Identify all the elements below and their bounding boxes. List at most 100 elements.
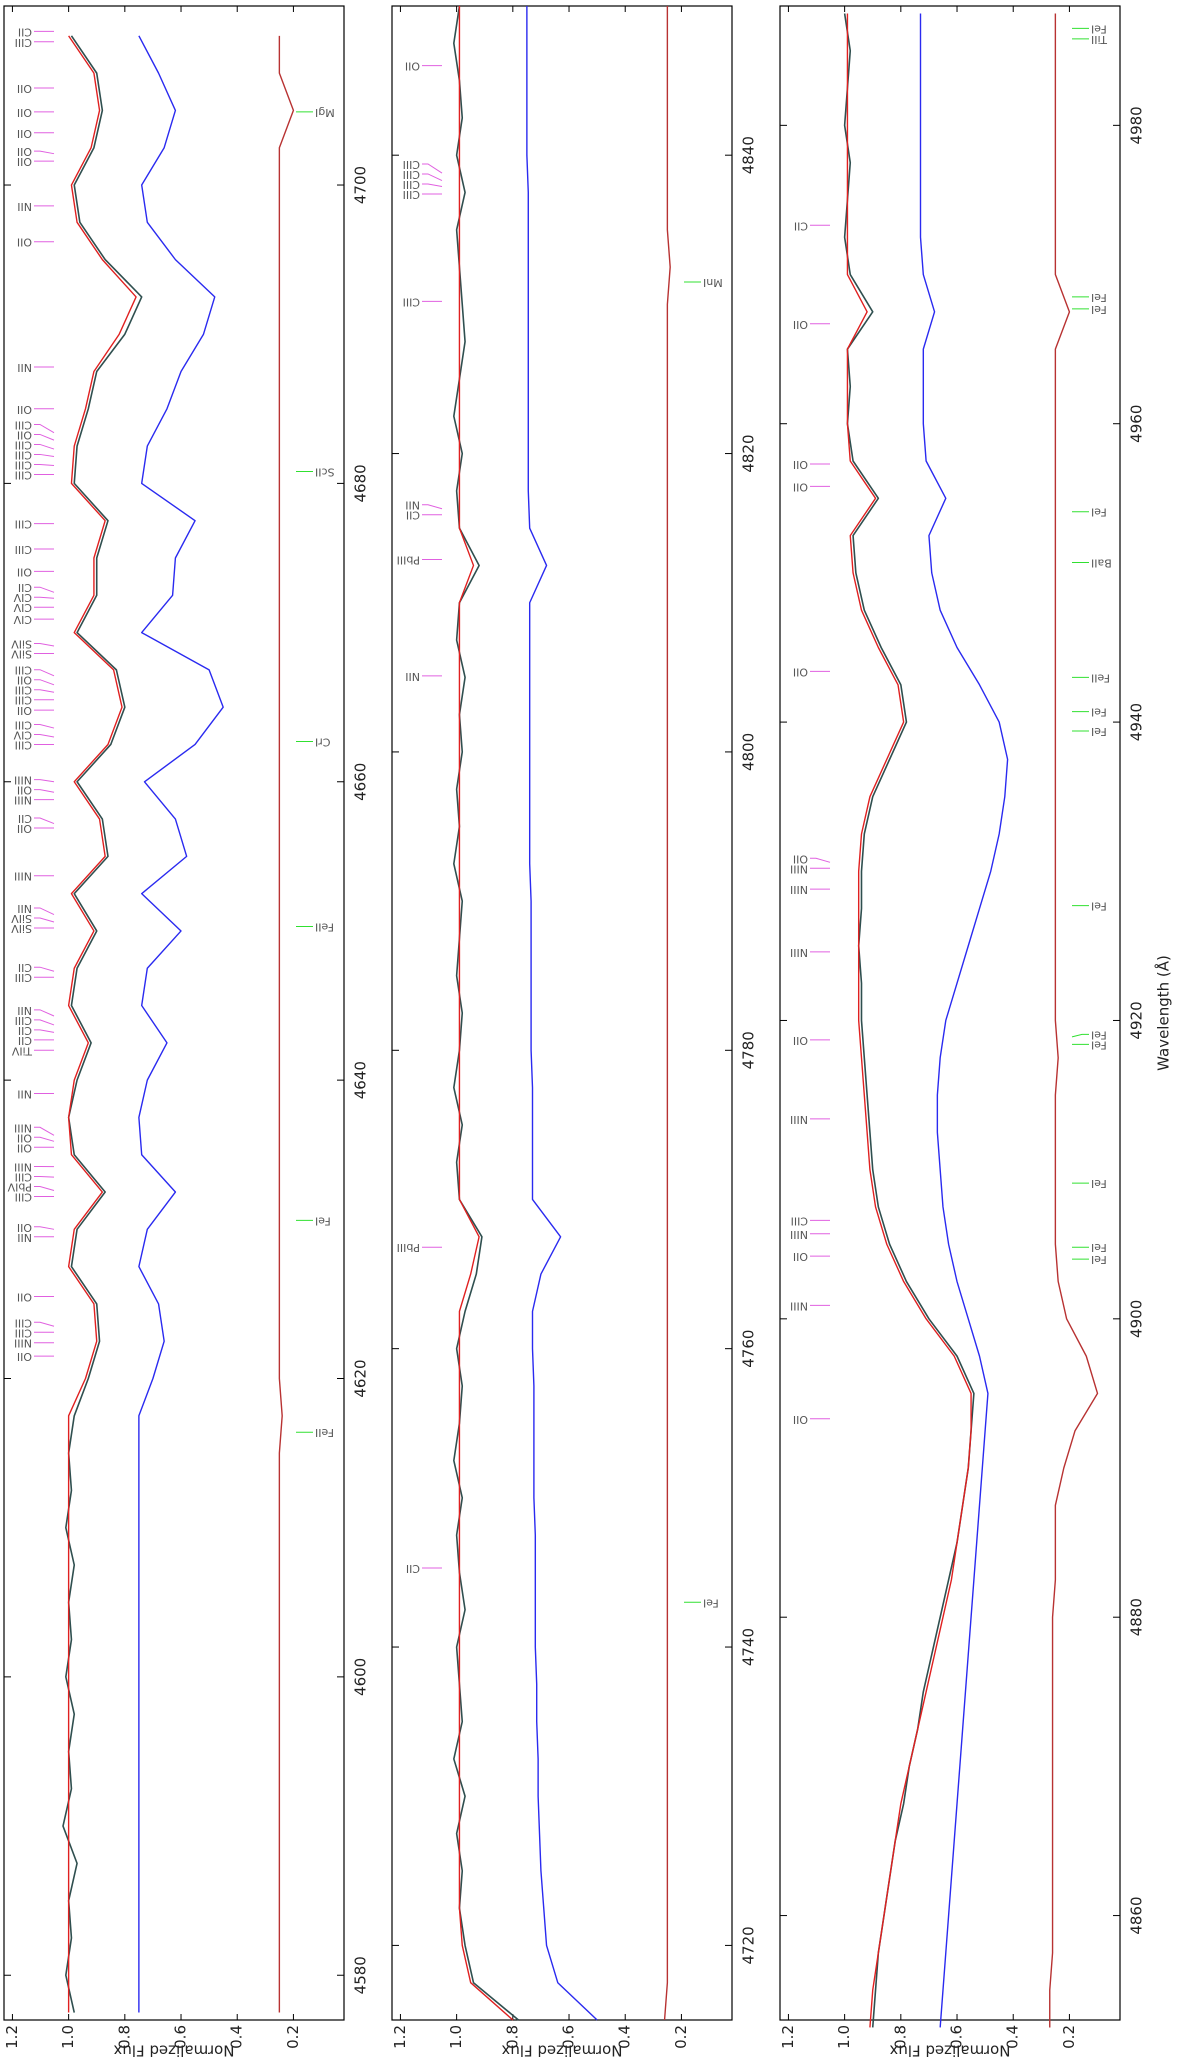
line-id-label: OII [17, 1221, 32, 1234]
x-tick-label: 4760 [740, 1330, 758, 1368]
metal-id-label: FeII [1091, 671, 1110, 684]
line-id-tick [34, 1019, 55, 1026]
line-id-label: CIV [13, 601, 32, 614]
line-id-label: OII [17, 127, 32, 140]
metal-id-label: FeI [1091, 1253, 1107, 1266]
line-id-label: OII [17, 82, 32, 95]
line-id-label: NIII [14, 1121, 32, 1134]
metal-id-label: FeI [1091, 1177, 1107, 1190]
line-id-tick [34, 642, 55, 647]
y-tick-label: 0.2 [284, 2025, 302, 2049]
line-id-tick [34, 723, 55, 729]
metal-id-label: FeI [1091, 1241, 1107, 1254]
line-id-tick [34, 817, 55, 824]
line-id-label: OII [793, 665, 808, 678]
panel-frame [779, 5, 1121, 2021]
line-id-tick [34, 733, 55, 738]
line-id-label: CIII [15, 518, 32, 531]
y-tick-label: 1.2 [3, 2025, 21, 2049]
line-id-label: CII [406, 509, 420, 522]
metal-id-label: FeI [703, 1596, 719, 1609]
metal-id-label: FeI [1091, 291, 1107, 304]
line-id-label: CIII [15, 468, 32, 481]
line-id-label: CIII [15, 1326, 32, 1339]
line-id-label: TiIV [11, 1044, 33, 1057]
y-tick-label: 0.6 [560, 2025, 578, 2049]
y-tick-label: 1.0 [447, 2025, 465, 2049]
line-id-label: SiIV [11, 912, 32, 925]
line-id-tick [34, 453, 55, 458]
line-id-label: NIII [14, 870, 32, 883]
line-id-tick [810, 857, 831, 863]
y-tick-label: 0.4 [1004, 2025, 1022, 2049]
line-id-label: CIII [15, 1014, 32, 1027]
line-id-label: CIII [15, 664, 32, 677]
line-id-tick [34, 433, 55, 441]
line-id-label: CIII [15, 1190, 32, 1203]
line-id-tick [34, 1029, 55, 1033]
metal-id-label: ScII [315, 465, 335, 478]
y-tick-label: 0.4 [228, 2025, 246, 2049]
line-id-label: CIII [403, 188, 420, 201]
y-tick-label: 0.2 [672, 2025, 690, 2049]
metal-id-label: FeI [1091, 1028, 1107, 1041]
line-id-label: CIII [403, 158, 420, 171]
metal-id-tick [1071, 1033, 1089, 1038]
line-id-tick [34, 1185, 55, 1192]
line-id-tick [34, 789, 55, 793]
x-tick-label: 4660 [352, 763, 370, 801]
line-id-label: CII [794, 219, 808, 232]
line-id-label: CIII [15, 1316, 32, 1329]
line-id-tick [34, 779, 55, 783]
x-tick-label: 4680 [352, 464, 370, 502]
y-tick-label: 0.6 [172, 2025, 190, 2049]
spectrum-line [67, 35, 137, 2013]
line-id-label: OII [793, 852, 808, 865]
spectrum-line [846, 13, 972, 2028]
line-id-label: OII [793, 1250, 808, 1263]
line-id-label: CIII [15, 971, 32, 984]
metal-id-label: FeI [1091, 506, 1107, 519]
line-id-label: CIII [403, 178, 420, 191]
line-id-label: NII [405, 499, 420, 512]
line-id-label: CIV [13, 591, 32, 604]
metal-id-label: FeI [1091, 1038, 1107, 1051]
line-id-tick [422, 504, 443, 510]
line-id-label: OII [17, 155, 32, 168]
y-tick-label: 0.8 [115, 2025, 133, 2049]
y-tick-label: 0.8 [503, 2025, 521, 2049]
line-id-label: CIII [15, 458, 32, 471]
line-id-label: CII [18, 581, 32, 594]
line-id-tick [34, 150, 55, 155]
line-id-label: NIII [790, 862, 808, 875]
metal-id-label: TiII [1091, 33, 1108, 46]
rotated-figure: 0.2 0.4 0.6 0.8 1.0 1.2 4580 4600 4620 4640 4660 46… [3, 5, 1173, 2060]
metal-id-label: FeII [315, 1426, 334, 1439]
panel: 0.2 0.4 0.6 0.8 1.0 1.2 4860 4880 4900 4920 4940 49… [779, 5, 1173, 2060]
x-tick-label: 4720 [740, 1926, 758, 1964]
line-id-label: CII [18, 25, 32, 38]
line-id-label: NII [17, 200, 32, 213]
y-tick-label: 0.4 [616, 2025, 634, 2049]
x-tick-label: 4900 [1128, 1300, 1146, 1338]
line-id-tick [34, 1126, 55, 1136]
line-id-label: OII [17, 784, 32, 797]
line-id-label: CIII [403, 295, 420, 308]
x-tick-label: 4700 [352, 166, 370, 204]
line-id-tick [34, 443, 55, 450]
x-axis-label: Wavelength (Å) [1154, 955, 1173, 1071]
line-id-label: CIII [15, 684, 32, 697]
x-tick-label: 4600 [352, 1658, 370, 1696]
x-tick-label: 4960 [1128, 405, 1146, 443]
line-id-label: SiIV [11, 922, 32, 935]
line-id-label: NIII [790, 1299, 808, 1312]
metal-id-label: FeI [1091, 725, 1107, 738]
x-tick-label: 4840 [740, 136, 758, 174]
line-id-label: PbIII [397, 1241, 420, 1254]
metal-id-label: BaII [1091, 556, 1112, 569]
x-tick-label: 4580 [352, 1956, 370, 1994]
line-id-label: CII [18, 812, 32, 825]
line-id-tick [34, 463, 55, 466]
